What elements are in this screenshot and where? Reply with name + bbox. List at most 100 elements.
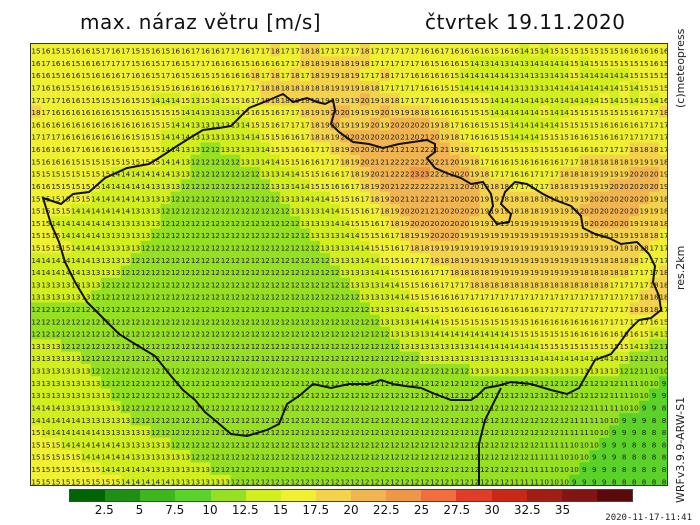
grid-cell xyxy=(469,117,480,131)
grid-cell xyxy=(290,216,301,229)
grid-value: 15 xyxy=(111,84,120,93)
grid-value: 20 xyxy=(620,207,630,216)
grid-value: 15 xyxy=(640,84,649,93)
grid-value: 12 xyxy=(321,268,330,277)
grid-value: 15 xyxy=(580,108,589,117)
grid-cell xyxy=(180,413,191,426)
grid-cell xyxy=(599,117,610,131)
grid-value: 15 xyxy=(71,170,80,179)
grid-cell xyxy=(619,425,630,439)
grid-cell xyxy=(409,376,421,389)
grid-value: 16 xyxy=(271,120,281,129)
grid-value: 19 xyxy=(460,243,470,252)
grid-cell xyxy=(230,93,241,106)
grid-cell xyxy=(160,388,171,402)
grid-cell xyxy=(389,290,401,303)
grid-cell xyxy=(250,179,261,193)
grid-cell xyxy=(579,462,590,476)
grid-cell xyxy=(230,351,241,365)
grid-value: 12 xyxy=(350,354,359,363)
grid-cell xyxy=(160,179,171,193)
grid-cell xyxy=(170,339,181,353)
grid-value: 13 xyxy=(181,170,190,179)
grid-value: 13 xyxy=(500,59,509,68)
grid-cell xyxy=(429,363,441,377)
grid-cell xyxy=(80,314,92,328)
grid-value: 17 xyxy=(610,305,619,314)
grid-value: 16 xyxy=(420,84,430,93)
grid-cell xyxy=(559,363,570,377)
grid-cell xyxy=(310,179,321,193)
grid-cell xyxy=(240,253,251,266)
grid-value: 12 xyxy=(281,268,290,277)
grid-value: 16 xyxy=(191,71,201,80)
grid-cell xyxy=(50,450,62,463)
grid-value: 14 xyxy=(600,354,610,363)
grid-cell xyxy=(220,228,231,242)
grid-value: 12 xyxy=(530,403,539,412)
grid-value: 15 xyxy=(530,47,539,56)
grid-value: 19 xyxy=(350,71,360,80)
grid-cell xyxy=(31,290,42,303)
grid-value: 13 xyxy=(191,96,200,105)
grid-cell xyxy=(389,413,401,426)
grid-value: 21 xyxy=(400,145,409,154)
grid-cell xyxy=(649,228,660,242)
grid-value: 14 xyxy=(550,71,560,80)
grid-cell xyxy=(260,167,271,180)
grid-value: 19 xyxy=(570,243,580,252)
grid-cell xyxy=(140,400,152,414)
grid-value: 12 xyxy=(340,453,349,462)
grid-cell xyxy=(300,327,311,340)
grid-value: 12 xyxy=(330,342,339,351)
grid-value: 11 xyxy=(540,465,549,474)
grid-cell xyxy=(310,351,321,365)
grid-value: 13 xyxy=(450,354,459,363)
grid-cell xyxy=(359,265,371,279)
grid-cell xyxy=(350,203,361,217)
grid-cell xyxy=(120,339,132,353)
grid-value: 16 xyxy=(610,330,620,339)
grid-cell xyxy=(180,130,191,143)
grid-cell xyxy=(529,117,540,131)
grid-value: 15 xyxy=(520,145,529,154)
grid-value: 8 xyxy=(642,465,647,474)
grid-value: 14 xyxy=(131,170,141,179)
grid-cell xyxy=(160,277,171,291)
grid-value: 15 xyxy=(101,170,110,179)
grid-cell xyxy=(479,240,490,254)
grid-value: 15 xyxy=(620,84,629,93)
grid-value: 12 xyxy=(610,379,619,388)
grid-cell xyxy=(110,191,122,205)
grid-cell xyxy=(499,253,510,266)
grid-cell xyxy=(399,339,411,353)
grid-cell xyxy=(579,216,590,229)
grid-value: 14 xyxy=(131,477,141,486)
grid-value: 16 xyxy=(291,145,301,154)
grid-cell xyxy=(60,388,72,402)
grid-value: 12 xyxy=(291,354,300,363)
grid-value: 16 xyxy=(330,182,340,191)
grid-value: 12 xyxy=(370,453,379,462)
grid-cell xyxy=(609,400,620,414)
grid-cell xyxy=(330,93,341,106)
grid-value: 14 xyxy=(61,231,71,240)
grid-cell xyxy=(409,437,421,451)
grid-value: 12 xyxy=(510,465,519,474)
grid-cell xyxy=(619,191,630,205)
grid-cell xyxy=(330,117,341,131)
grid-value: 16 xyxy=(31,182,41,191)
grid-value: 19 xyxy=(560,231,570,240)
grid-value: 12 xyxy=(281,440,290,449)
grid-cell xyxy=(110,228,122,242)
grid-cell xyxy=(369,425,381,439)
grid-value: 12 xyxy=(330,477,339,486)
grid-cell xyxy=(659,437,667,451)
grid-cell xyxy=(100,425,112,439)
grid-value: 15 xyxy=(580,120,589,129)
grid-value: 15 xyxy=(261,133,270,142)
grid-value: 12 xyxy=(251,354,260,363)
grid-cell xyxy=(569,117,580,131)
grid-value: 17 xyxy=(360,194,369,203)
grid-cell xyxy=(559,179,570,193)
